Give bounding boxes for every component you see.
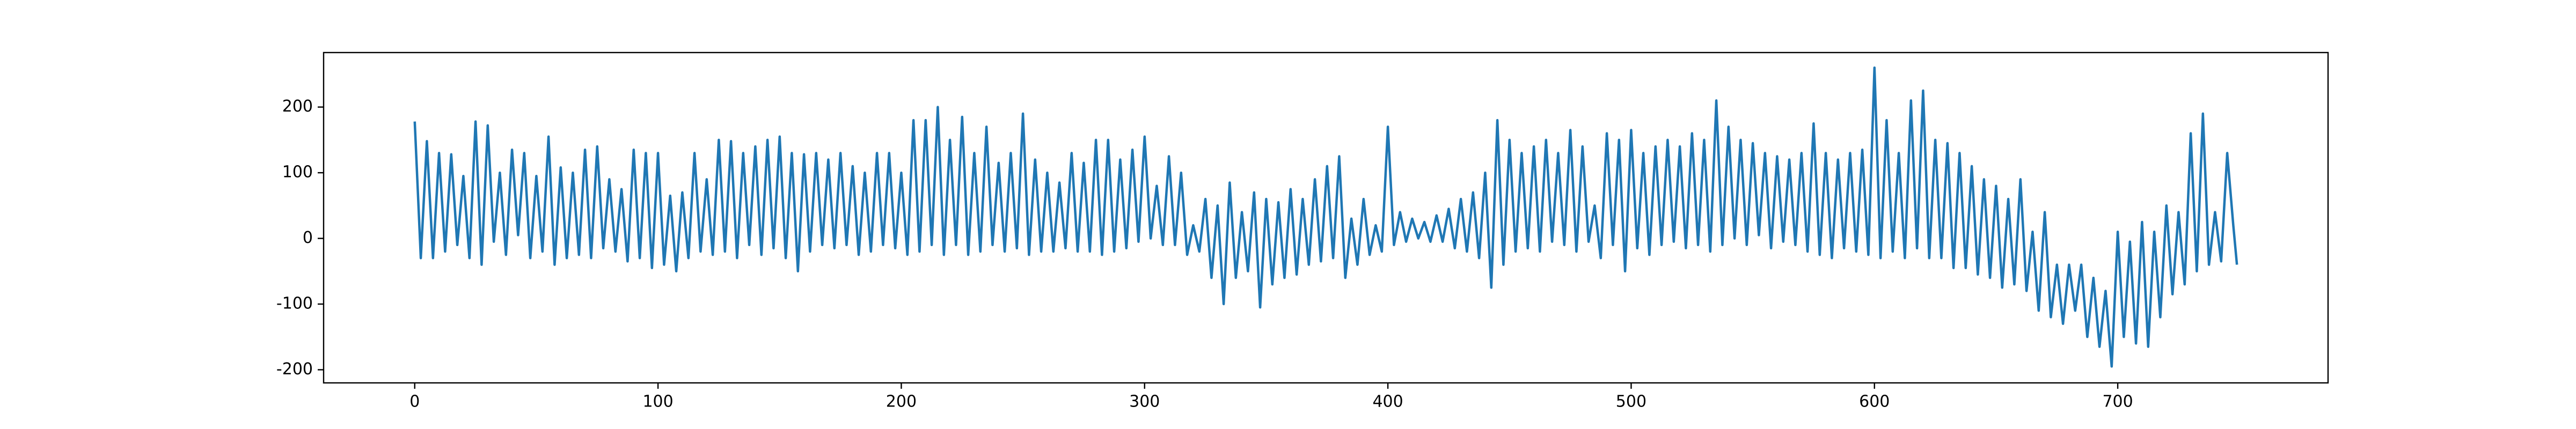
data-line bbox=[413, 66, 2238, 368]
y-tick-label: 200 bbox=[282, 97, 313, 116]
y-tick-label: -100 bbox=[276, 294, 313, 313]
y-tick-label: 100 bbox=[282, 163, 313, 182]
x-tick-label: 400 bbox=[1372, 393, 1403, 411]
x-tick-label: 100 bbox=[642, 393, 673, 411]
x-tick-label: 700 bbox=[2102, 393, 2133, 411]
y-tick-label: -200 bbox=[276, 360, 313, 379]
x-tick-label: 200 bbox=[886, 393, 917, 411]
x-tick-label: 600 bbox=[1859, 393, 1890, 411]
x-tick-label: 0 bbox=[409, 393, 420, 411]
y-tick-label: 0 bbox=[303, 228, 313, 247]
axes-frame bbox=[323, 51, 2329, 384]
x-tick-label: 300 bbox=[1129, 393, 1160, 411]
x-tick-label: 500 bbox=[1616, 393, 1646, 411]
